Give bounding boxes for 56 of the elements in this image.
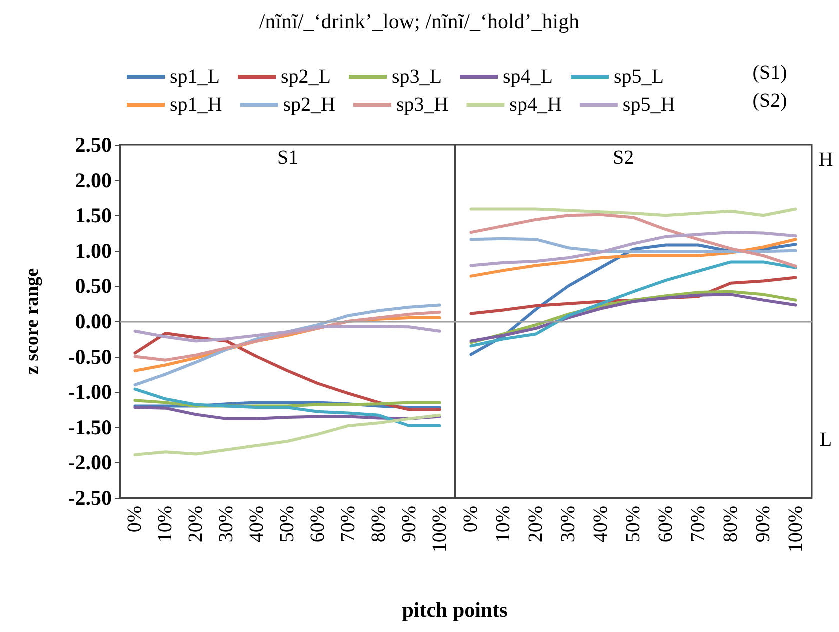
line-series bbox=[134, 324, 442, 343]
legend-label: sp4_H bbox=[510, 94, 562, 116]
x-tick-label: 80% bbox=[368, 506, 390, 543]
y-tick-label: -0.50 bbox=[68, 344, 112, 369]
x-tick-label: 100% bbox=[428, 506, 451, 553]
chart-title: /nĩnĩ/_‘drink’_low; /nĩnĩ/_‘hold’_high bbox=[259, 10, 580, 34]
x-tick-label: 40% bbox=[246, 506, 268, 543]
text: H bbox=[818, 149, 834, 171]
x-tick-label: 10% bbox=[154, 506, 177, 543]
x-tick-label: 80% bbox=[720, 506, 742, 543]
x-tick-label: 50% bbox=[276, 506, 298, 543]
legend-label: sp5_L bbox=[614, 66, 664, 88]
annotation: S1 bbox=[277, 147, 299, 169]
legend-label: sp5_H bbox=[622, 94, 676, 116]
y-tick-label: 1.50 bbox=[75, 204, 112, 228]
text: L bbox=[820, 429, 832, 451]
x-tick-label: 10% bbox=[492, 506, 515, 543]
y-tick-label: 1.00 bbox=[75, 238, 112, 263]
legend-label: sp2_H bbox=[283, 94, 336, 116]
y-tick-label: -2.50 bbox=[68, 486, 112, 510]
x-tick-label: 20% bbox=[185, 506, 208, 543]
text: (S2) bbox=[752, 90, 788, 112]
legend-label: sp3_H bbox=[396, 94, 449, 116]
y-tick-label: -2.00 bbox=[68, 450, 112, 475]
y-tick-label: 0.50 bbox=[75, 274, 112, 298]
x-tick-label: 30% bbox=[216, 506, 238, 543]
line-series bbox=[134, 310, 442, 362]
y-tick-label: -1.50 bbox=[68, 415, 112, 440]
legend-label: sp3_L bbox=[392, 66, 442, 88]
x-tick-label: 60% bbox=[306, 506, 329, 543]
x-tick-label: 30% bbox=[558, 506, 580, 543]
legend-label: sp4_L bbox=[503, 66, 553, 88]
x-tick-label: 60% bbox=[654, 506, 677, 543]
y-tick-label: 2.00 bbox=[75, 168, 112, 192]
line-series bbox=[134, 414, 442, 456]
x-tick-label: 50% bbox=[622, 506, 644, 543]
text: (S1) bbox=[752, 62, 788, 84]
legend-label: sp1_H bbox=[170, 94, 222, 116]
x-axis-title: pitch points bbox=[402, 598, 508, 622]
y-tick-label: 2.50 bbox=[75, 133, 112, 157]
legend-label: sp2_L bbox=[281, 66, 331, 88]
x-tick-label: 40% bbox=[590, 506, 612, 543]
x-tick-label: 20% bbox=[525, 506, 548, 543]
chart-title: S2 bbox=[613, 147, 634, 169]
line-series bbox=[134, 388, 442, 428]
y-tick-label: 0.00 bbox=[75, 310, 112, 334]
x-tick-label: 0% bbox=[124, 506, 146, 533]
x-tick-label: 90% bbox=[752, 506, 774, 543]
x-tick-label: 0% bbox=[460, 506, 482, 533]
x-tick-label: 70% bbox=[337, 506, 360, 543]
x-tick-label: 70% bbox=[687, 506, 710, 543]
y-axis-title: z score range bbox=[22, 268, 43, 375]
y-tick-label: -1.00 bbox=[68, 380, 112, 404]
x-tick-label: 100% bbox=[784, 506, 807, 553]
x-tick-label: 90% bbox=[398, 506, 420, 543]
legend-label: sp1_L bbox=[170, 66, 220, 88]
